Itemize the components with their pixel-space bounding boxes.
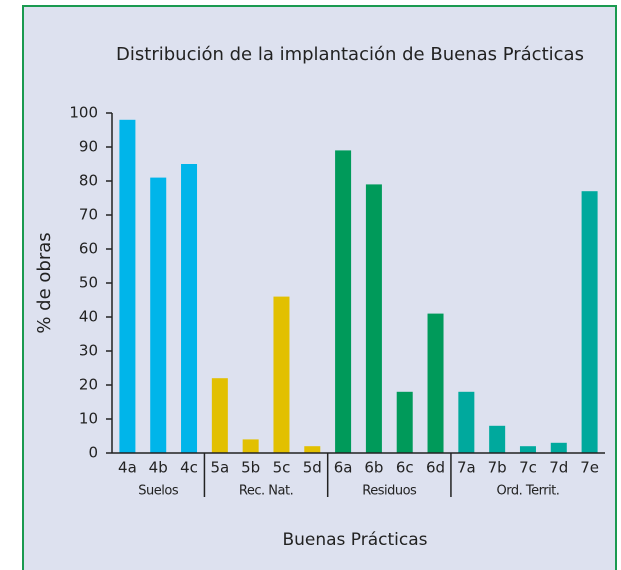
bar xyxy=(335,150,352,453)
y-tick-label: 70 xyxy=(79,206,98,224)
y-tick-label: 40 xyxy=(79,308,98,326)
bar xyxy=(396,391,413,453)
group-label: Suelos xyxy=(138,484,179,499)
x-tick-label: 4c xyxy=(180,459,198,477)
y-tick-label: 30 xyxy=(79,342,98,360)
x-tick-label: 6c xyxy=(396,459,414,477)
bar xyxy=(150,177,167,453)
bar xyxy=(181,164,198,453)
bar xyxy=(519,446,536,453)
group-label: Rec. Nat. xyxy=(239,484,293,499)
bar xyxy=(458,391,475,453)
y-axis-label: % de obras xyxy=(34,232,55,333)
bar xyxy=(304,446,321,453)
x-tick-label: 7a xyxy=(457,459,476,477)
x-tick-label: 7e xyxy=(580,459,599,477)
y-tick-label: 50 xyxy=(79,274,98,292)
y-tick-label: 100 xyxy=(69,104,98,122)
x-tick-label: 5a xyxy=(210,459,229,477)
y-tick-label: 10 xyxy=(79,410,98,428)
x-tick-label: 4a xyxy=(118,459,137,477)
bar xyxy=(273,296,290,453)
y-tick-label: 0 xyxy=(88,444,98,462)
x-tick-label: 6d xyxy=(426,459,445,477)
y-tick-label: 80 xyxy=(79,172,98,190)
x-tick-label: 7b xyxy=(488,459,507,477)
x-tick-label: 7d xyxy=(549,459,568,477)
x-tick-label: 6a xyxy=(334,459,353,477)
x-tick-label: 6b xyxy=(364,459,383,477)
bar xyxy=(489,425,506,453)
group-label: Residuos xyxy=(362,484,417,499)
bar xyxy=(211,378,228,453)
group-label: Ord. Territ. xyxy=(497,484,560,499)
bar xyxy=(242,439,259,453)
y-tick-label: 20 xyxy=(79,376,98,394)
x-tick-label: 5d xyxy=(303,459,322,477)
frame xyxy=(22,5,617,570)
bar xyxy=(550,442,567,453)
bar xyxy=(119,119,136,454)
y-tick-label: 60 xyxy=(79,240,98,258)
bar xyxy=(581,191,598,453)
bar xyxy=(365,184,382,453)
bar xyxy=(427,313,444,453)
x-tick-label: 4b xyxy=(149,459,168,477)
y-tick-label: 90 xyxy=(79,138,98,156)
x-tick-label: 5c xyxy=(273,459,291,477)
x-tick-label: 7c xyxy=(519,459,537,477)
x-axis-label: Buenas Prácticas xyxy=(282,530,427,550)
chart-title: Distribución de la implantación de Buena… xyxy=(116,44,584,65)
x-tick-label: 5b xyxy=(241,459,260,477)
